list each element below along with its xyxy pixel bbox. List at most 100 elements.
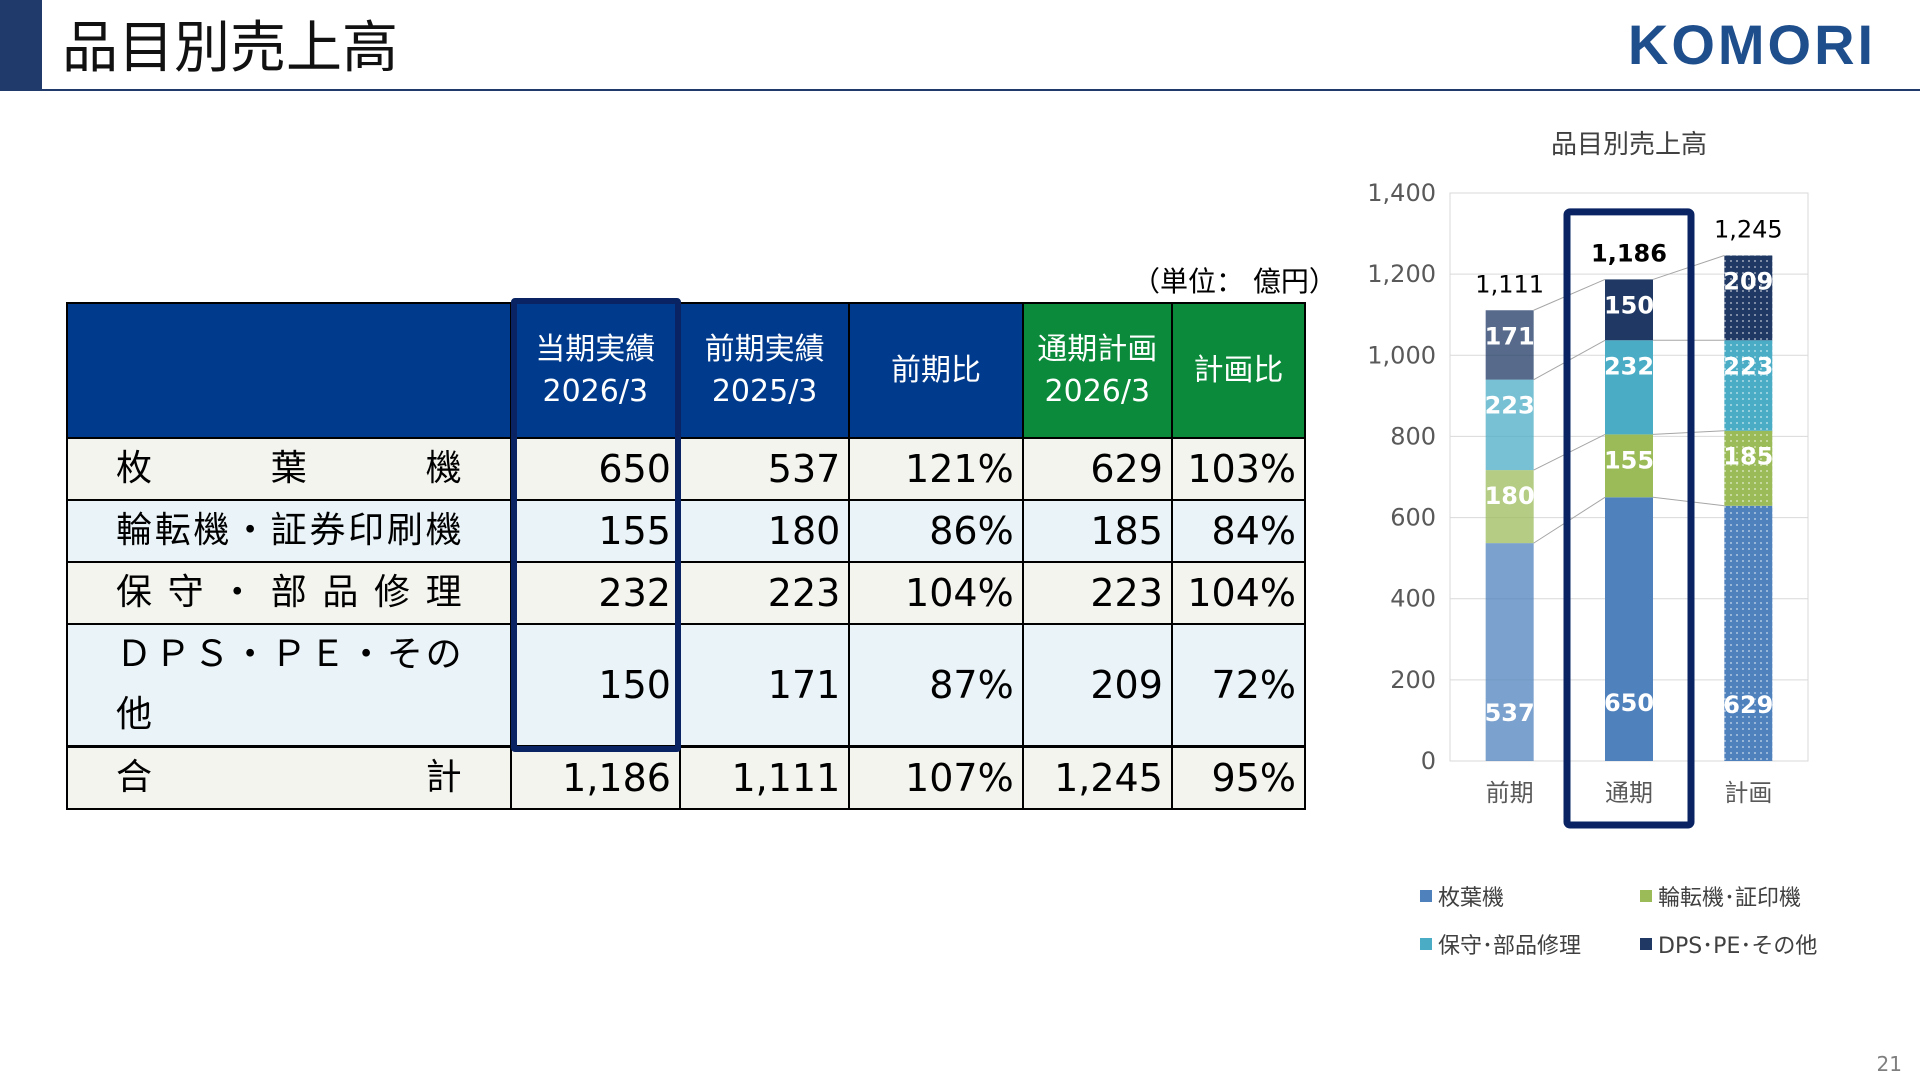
legend-label: 輪転機･証印機 [1658,886,1802,911]
row-label: 保守・部品修理 [66,561,512,625]
header-vs-plan: 計画比 [1170,302,1307,439]
cell-previous: 180 [678,499,851,563]
logo-text: KOMORI [1628,16,1876,74]
legend-swatch [1420,938,1432,950]
unit-note: （単位： 億円） [1132,265,1337,298]
legend-swatch [1420,890,1432,902]
bar-value-label: 155 [1604,446,1654,474]
cell-current: 150 [509,623,681,748]
chart-title: 品目別売上高 [1551,130,1707,160]
bar-segment [1605,434,1653,498]
cell-previous: 171 [678,623,851,748]
sales-table: 当期実績 2026/3 前期実績 2025/3 前期比 通期計画 2026/3 計画比… [66,302,1307,810]
bar-value-label: 171 [1485,322,1535,350]
bar-value-label: 650 [1604,689,1654,717]
page-title: 品目別売上高 [62,16,398,81]
highlight-box [1563,208,1695,829]
header-current: 当期実績 2026/3 [509,302,681,439]
bar-segment [1605,340,1653,435]
bar-total-label: 1,245 [1714,215,1783,243]
cell-current: 1,186 [509,745,681,810]
bar-segment [1724,505,1773,761]
legend-swatch [1640,938,1652,950]
table-row: 輪転機・証券印刷機 155 180 86% 185 84% [66,499,1307,563]
bar-segment [1485,379,1534,471]
legend-swatch [1640,890,1652,902]
y-tick-label: 200 [1390,666,1436,694]
cell-yoy: 104% [848,561,1024,625]
cell-previous: 537 [678,437,851,501]
cell-vs-plan: 103% [1170,437,1307,501]
bar-value-label: 150 [1604,291,1654,319]
legend-label: 枚葉機 [1438,886,1505,911]
y-tick-label: 600 [1390,504,1436,532]
bar-value-label: 180 [1485,482,1535,510]
legend-item: 枚葉機 [1420,880,1504,912]
cell-plan: 185 [1021,499,1173,563]
table-row: 枚 葉 機 650 537 121% 629 103% [66,437,1307,501]
cell-plan: 1,245 [1021,745,1173,810]
bar-segment [1605,497,1653,761]
bar-value-label: 537 [1485,699,1535,727]
bar-segment [1724,430,1773,506]
table-header-row: 当期実績 2026/3 前期実績 2025/3 前期比 通期計画 2026/3 計画比 [66,302,1307,439]
x-tick-label: 計画 [1724,779,1772,807]
header-blank [66,302,512,439]
bar-segment [1605,279,1653,341]
cell-vs-plan: 72% [1170,623,1307,748]
title-accent-bar [0,0,42,91]
bar-segment [1485,543,1534,761]
bar-total-label: 1,186 [1591,239,1667,267]
table-total-row: 合 計 1,186 1,111 107% 1,245 95% [66,745,1307,810]
cell-yoy: 86% [848,499,1024,563]
legend-item: 保守･部品修理 [1420,928,1581,960]
bar-segment [1485,470,1534,544]
y-tick-label: 800 [1390,422,1436,450]
row-label: 輪転機・証券印刷機 [66,499,512,563]
page-number: 21 [1876,1052,1902,1076]
bar-value-label: 209 [1723,267,1773,295]
bar-value-label: 629 [1723,691,1773,719]
cell-current: 650 [509,437,681,501]
bar-value-label: 223 [1723,352,1773,380]
bar-segment [1724,255,1773,341]
header-plan: 通期計画 2026/3 [1021,302,1173,439]
cell-previous: 1,111 [678,745,851,810]
x-tick-label: 通期 [1605,779,1653,807]
legend-item: DPS･PE･その他 [1640,928,1817,960]
cell-plan: 209 [1021,623,1173,748]
cell-plan: 223 [1021,561,1173,625]
cell-current: 232 [509,561,681,625]
row-label: 合 計 [66,745,512,810]
cell-previous: 223 [678,561,851,625]
y-tick-label: 0 [1421,747,1436,775]
header-yoy: 前期比 [848,302,1024,439]
stacked-bar-chart: 品目別売上高 0 200 400 600 800 1,000 1,200 1,400 537 180… [1367,130,1809,829]
cell-vs-plan: 104% [1170,561,1307,625]
row-label: 枚 葉 機 [66,437,512,501]
x-tick-label: 前期 [1486,779,1534,807]
cell-yoy: 87% [848,623,1024,748]
legend-label: 保守･部品修理 [1438,934,1582,959]
y-tick-label: 1,200 [1367,260,1436,288]
table-row: ＤＰＳ・ＰＥ・その他 150 171 87% 209 72% [66,623,1307,748]
legend-item: 輪転機･証印機 [1640,880,1801,912]
bar-segment [1485,310,1534,380]
bar-value-label: 185 [1723,443,1773,471]
bar-total-label: 1,111 [1475,270,1544,298]
cell-vs-plan: 84% [1170,499,1307,563]
bar-value-label: 232 [1604,352,1654,380]
row-label: ＤＰＳ・ＰＥ・その他 [66,623,512,748]
y-tick-label: 1,400 [1367,179,1436,207]
cell-yoy: 121% [848,437,1024,501]
cell-current: 155 [509,499,681,563]
table-row: 保守・部品修理 232 223 104% 223 104% [66,561,1307,625]
bar-value-label: 223 [1485,392,1535,420]
komori-logo: KOMORI [1628,16,1876,74]
cell-plan: 629 [1021,437,1173,501]
header-previous: 前期実績 2025/3 [678,302,851,439]
y-tick-label: 1,000 [1367,341,1436,369]
header-divider [42,89,1920,91]
bar-segment [1724,340,1773,431]
legend-label: DPS･PE･その他 [1658,934,1818,959]
